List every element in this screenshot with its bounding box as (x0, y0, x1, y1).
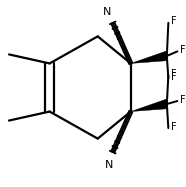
Text: F: F (180, 45, 186, 55)
Text: F: F (171, 69, 177, 79)
Text: N: N (105, 160, 113, 170)
Text: F: F (171, 16, 177, 26)
Text: F: F (171, 72, 177, 82)
Text: F: F (180, 94, 186, 105)
Polygon shape (131, 51, 168, 63)
Text: N: N (102, 7, 111, 17)
Polygon shape (131, 99, 168, 111)
Text: F: F (171, 122, 177, 132)
